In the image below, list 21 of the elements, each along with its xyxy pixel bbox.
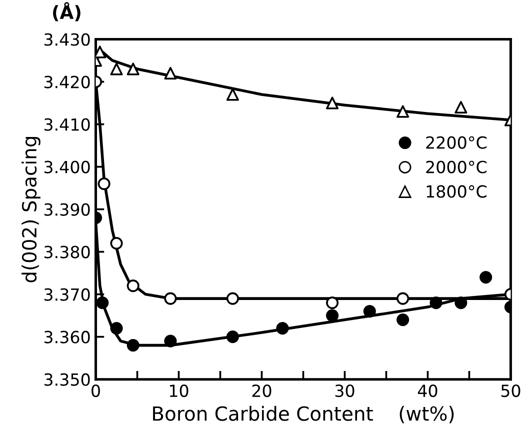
y-tick-label: 3.420 bbox=[44, 76, 90, 88]
y-tick-label: 3.430 bbox=[44, 33, 90, 46]
x-tick-label: 50 bbox=[501, 384, 520, 398]
y-axis-title: d(002) Spacing bbox=[22, 136, 40, 282]
x-tick-label: 10 bbox=[170, 384, 188, 398]
x-tick-label: 40 bbox=[418, 384, 438, 398]
y-tick-label: 3.350 bbox=[44, 373, 90, 386]
x-tick-label: 20 bbox=[252, 384, 272, 398]
y-tick-label: 3.360 bbox=[44, 330, 90, 344]
y-tick-label: 3.380 bbox=[44, 246, 90, 258]
text: (Å) bbox=[53, 2, 80, 22]
legend-label: 2200°C bbox=[426, 136, 486, 149]
x-axis-title: Boron Carbide Content (wt%) bbox=[153, 406, 454, 424]
y-tick-label: 3.410 bbox=[44, 118, 90, 131]
x-tick-label: 0 bbox=[92, 384, 100, 398]
x-tick-label: 30 bbox=[335, 384, 354, 398]
legend-label: 2000°C bbox=[426, 160, 486, 174]
y-tick-label: 3.400 bbox=[44, 160, 90, 174]
y-tick-label: 3.390 bbox=[44, 203, 90, 216]
legend-label: 1800°C bbox=[426, 185, 486, 198]
y-tick-label: 3.370 bbox=[44, 288, 90, 301]
